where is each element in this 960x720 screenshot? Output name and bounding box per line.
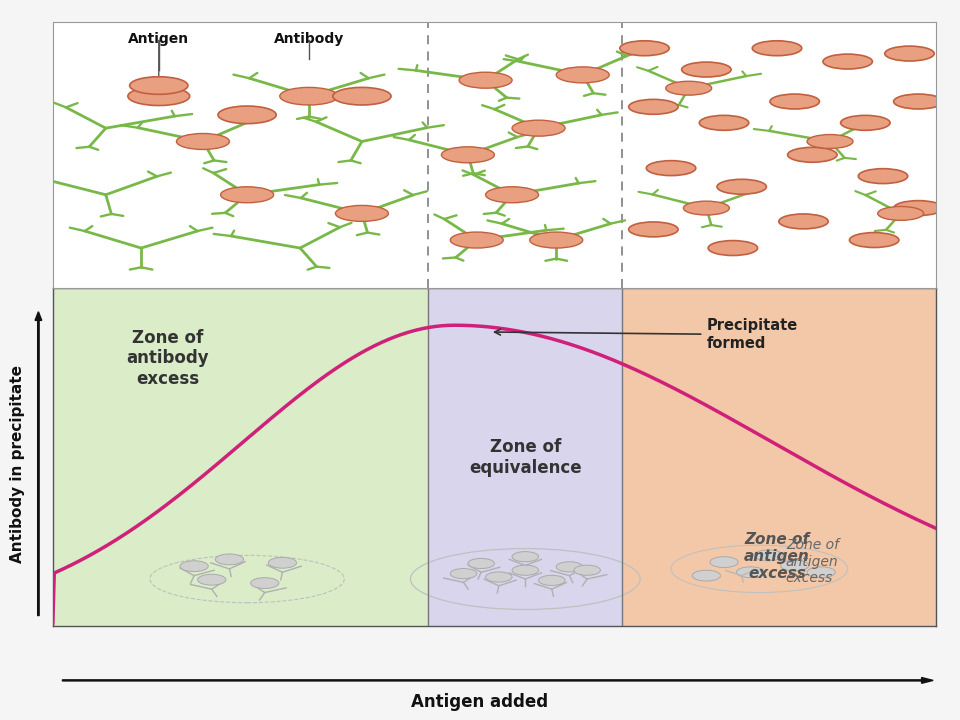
Circle shape (539, 575, 565, 585)
Circle shape (807, 567, 835, 577)
Circle shape (841, 115, 890, 130)
Circle shape (823, 54, 873, 69)
Circle shape (512, 552, 539, 562)
Text: Antibody in precipitate: Antibody in precipitate (10, 365, 25, 563)
Circle shape (754, 550, 782, 561)
Text: Antigen added: Antigen added (412, 693, 548, 711)
Circle shape (218, 106, 276, 124)
Text: Zone of
antibody
excess: Zone of antibody excess (127, 328, 209, 388)
Circle shape (629, 99, 678, 114)
Circle shape (779, 214, 828, 229)
Circle shape (894, 201, 943, 215)
Circle shape (450, 232, 503, 248)
Circle shape (753, 41, 802, 55)
Circle shape (629, 222, 678, 237)
Circle shape (894, 94, 943, 109)
Circle shape (459, 72, 512, 88)
Circle shape (128, 87, 190, 106)
Circle shape (556, 562, 583, 572)
Text: Zone of
equivalence: Zone of equivalence (469, 438, 582, 477)
Circle shape (442, 147, 494, 163)
Text: Precipitate
formed: Precipitate formed (494, 318, 798, 351)
Circle shape (858, 168, 908, 184)
Circle shape (787, 148, 837, 162)
Circle shape (279, 87, 338, 105)
Circle shape (665, 81, 711, 95)
Circle shape (770, 94, 820, 109)
Circle shape (335, 205, 389, 222)
Bar (428, 288, 622, 626)
Circle shape (251, 577, 279, 588)
Circle shape (807, 135, 853, 148)
Circle shape (699, 115, 749, 130)
Circle shape (877, 207, 924, 220)
Circle shape (215, 554, 244, 564)
Bar (622, 288, 936, 626)
Circle shape (130, 77, 188, 94)
Text: Antigen: Antigen (129, 32, 189, 46)
Bar (53, 288, 428, 626)
Circle shape (780, 560, 809, 571)
Circle shape (620, 41, 669, 55)
Circle shape (486, 186, 539, 203)
Circle shape (708, 240, 757, 256)
Text: Zone of
antigen
excess: Zone of antigen excess (786, 539, 839, 585)
Circle shape (180, 561, 208, 572)
Circle shape (468, 559, 494, 569)
Circle shape (574, 565, 600, 575)
Circle shape (198, 575, 226, 585)
Circle shape (221, 186, 274, 203)
Circle shape (709, 557, 738, 567)
Circle shape (512, 120, 565, 136)
Circle shape (530, 232, 583, 248)
Circle shape (333, 87, 391, 105)
Circle shape (486, 572, 512, 582)
Circle shape (268, 557, 297, 568)
Circle shape (717, 179, 766, 194)
Circle shape (850, 233, 899, 248)
Circle shape (450, 569, 477, 579)
Circle shape (177, 133, 229, 150)
Circle shape (512, 565, 539, 575)
Circle shape (682, 62, 732, 77)
Circle shape (684, 201, 730, 215)
Circle shape (646, 161, 696, 176)
Circle shape (736, 567, 765, 577)
Text: Zone of
antigen
excess: Zone of antigen excess (744, 531, 810, 582)
Circle shape (556, 67, 610, 83)
Circle shape (885, 46, 934, 61)
Circle shape (692, 570, 721, 581)
Text: Antibody: Antibody (274, 32, 344, 46)
